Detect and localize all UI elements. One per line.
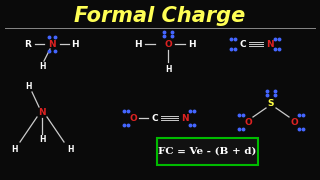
Text: C: C	[152, 114, 158, 123]
Text: O: O	[164, 39, 172, 48]
Text: N: N	[38, 107, 46, 116]
Text: H: H	[39, 136, 45, 145]
Text: R: R	[25, 39, 31, 48]
Text: Formal Charge: Formal Charge	[74, 6, 246, 26]
Text: H: H	[67, 145, 73, 154]
Text: N: N	[181, 114, 189, 123]
Text: H: H	[165, 64, 171, 73]
Text: S: S	[268, 98, 274, 107]
Text: FC = Ve - (B + d): FC = Ve - (B + d)	[158, 147, 256, 156]
Text: H: H	[188, 39, 196, 48]
Text: H: H	[134, 39, 142, 48]
Text: N: N	[48, 39, 56, 48]
Text: H: H	[11, 145, 17, 154]
Text: H: H	[26, 82, 32, 91]
Text: H: H	[71, 39, 79, 48]
Text: O: O	[244, 118, 252, 127]
Text: H: H	[39, 62, 45, 71]
Text: C: C	[240, 39, 246, 48]
FancyBboxPatch shape	[156, 138, 258, 165]
Text: O: O	[129, 114, 137, 123]
Text: O: O	[290, 118, 298, 127]
Text: N: N	[266, 39, 274, 48]
